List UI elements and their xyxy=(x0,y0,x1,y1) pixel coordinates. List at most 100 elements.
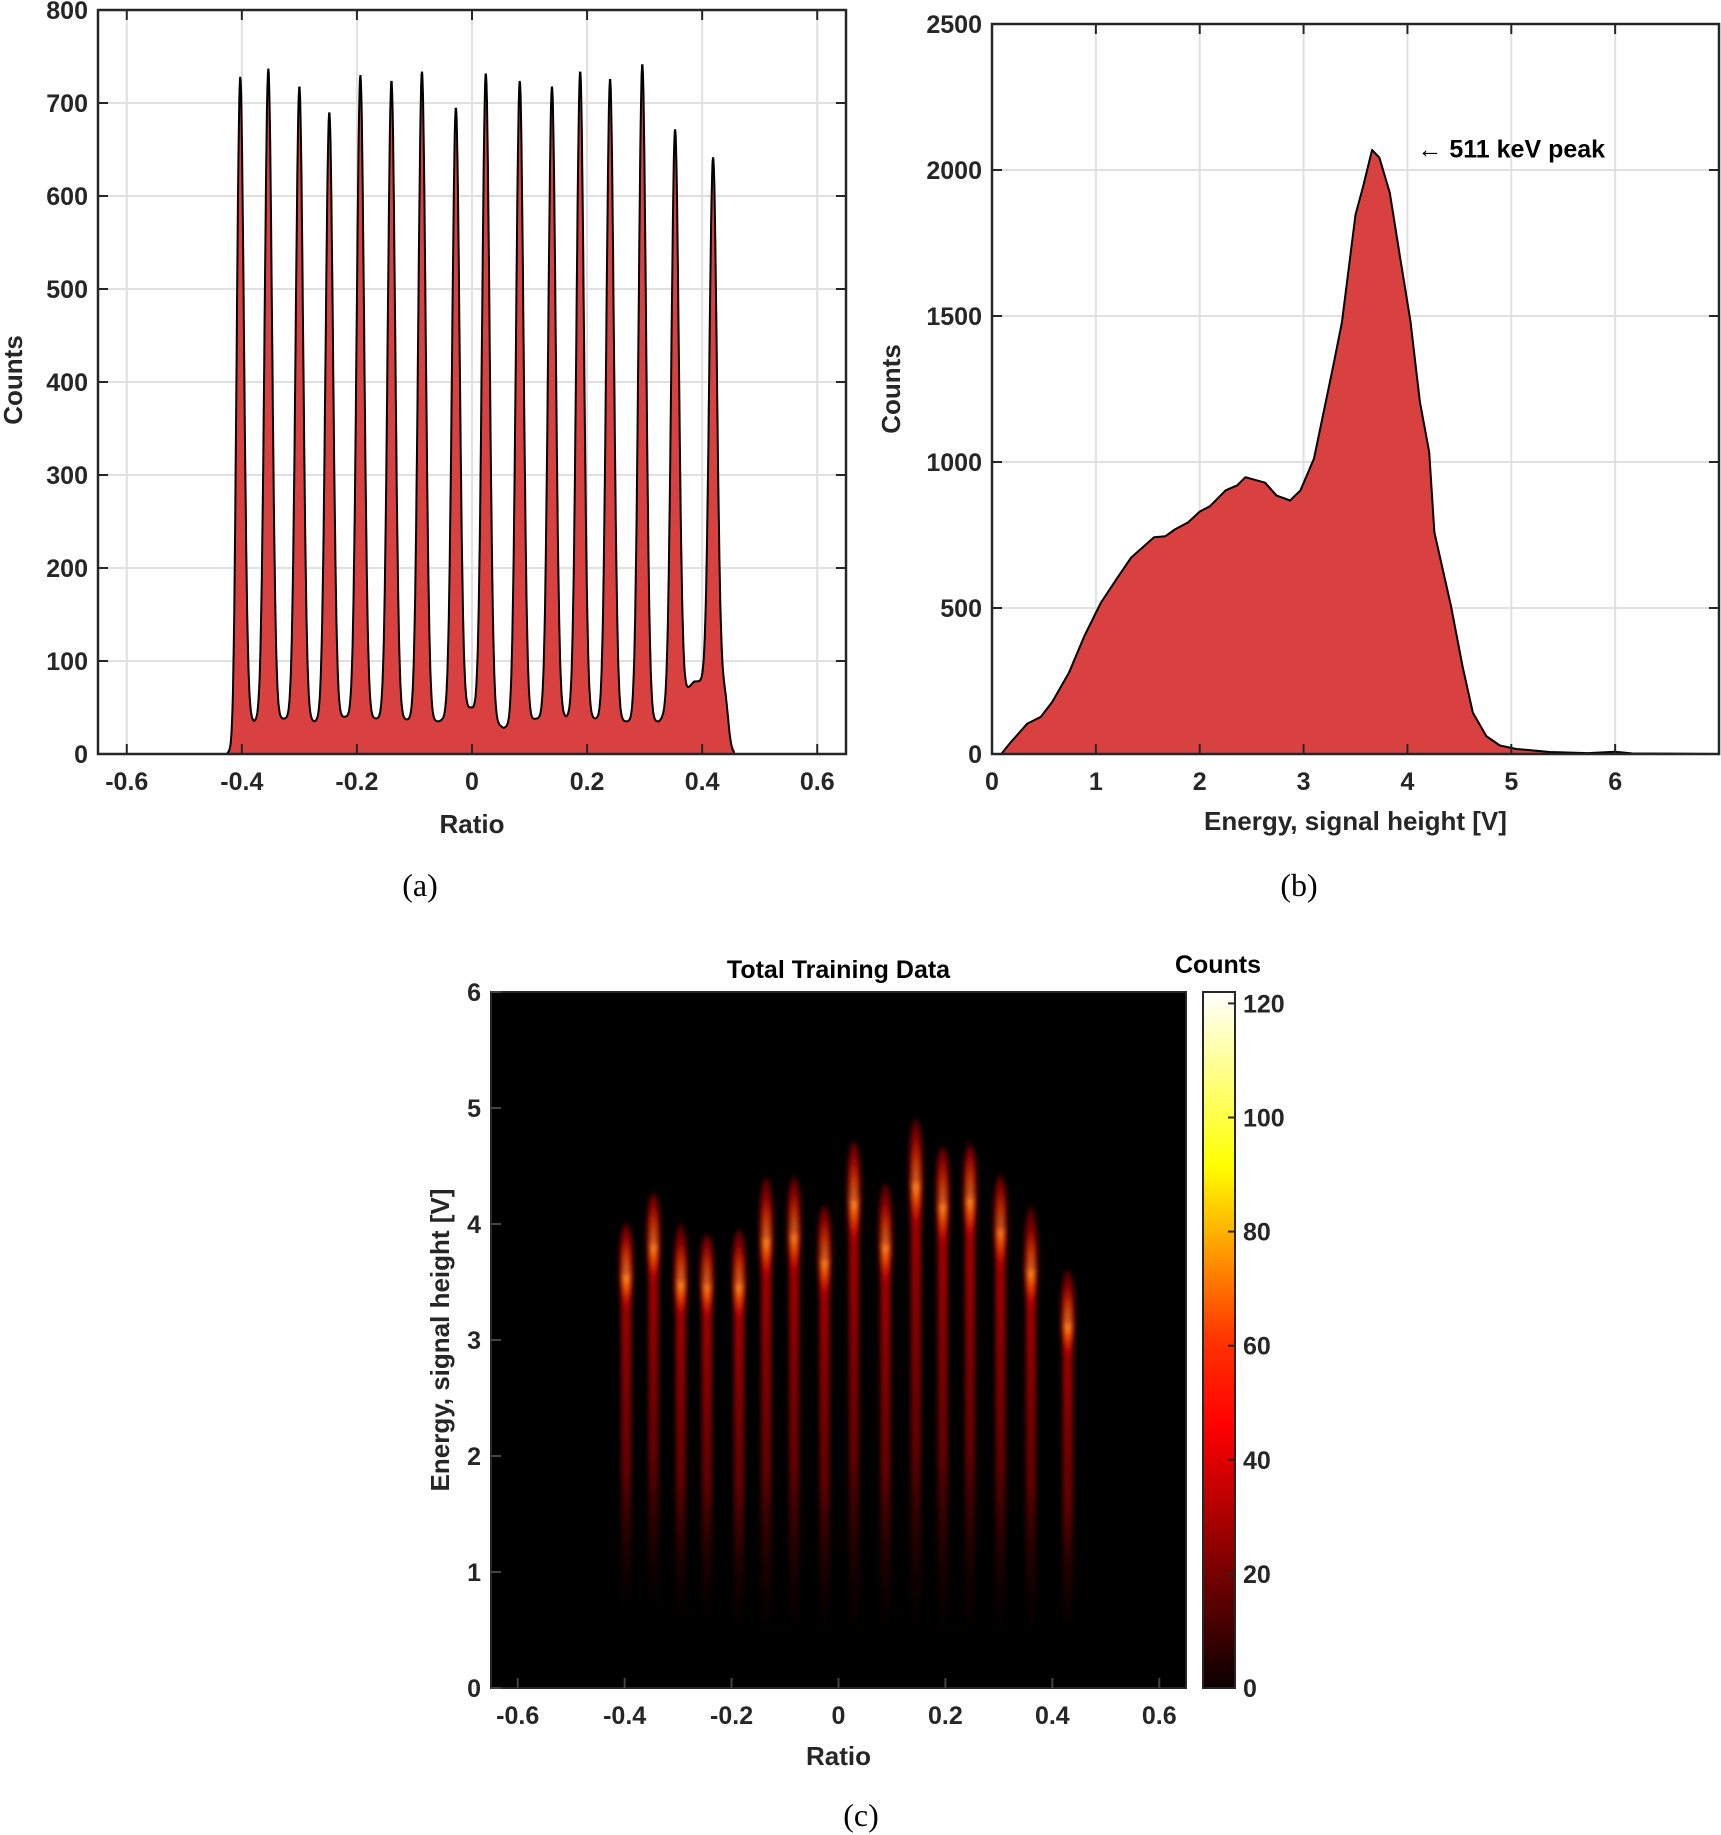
colorbar-gradient xyxy=(1202,991,1236,1689)
heatmap-streaks xyxy=(617,1115,1077,1630)
axes-box xyxy=(990,22,1721,756)
histogram-ratio-panel: -0.6 -0.4 -0.2 0 0.2 0.4 0.6 0 100 200 300 400 500 60… xyxy=(0,0,848,903)
y-tick-label: 800 xyxy=(46,0,88,25)
streak-tail xyxy=(819,1255,830,1630)
streak-top xyxy=(964,1148,977,1200)
caption-b: (b) xyxy=(1280,867,1317,903)
y-tick-label: 2000 xyxy=(926,157,982,185)
y-tick-label: 700 xyxy=(46,90,88,118)
heatmap-streak xyxy=(907,1115,926,1630)
x-tick-label: 5 xyxy=(1504,768,1518,796)
y-axis-label: Counts xyxy=(0,335,28,425)
streak-tail xyxy=(1062,1319,1073,1630)
x-axis-label: Ratio xyxy=(806,1741,871,1771)
heatmap-streak xyxy=(644,1185,663,1607)
caption-a: (a) xyxy=(402,867,438,903)
heatmap-title: Total Training Data xyxy=(727,956,951,984)
heatmap-streak xyxy=(845,1134,864,1630)
streak-tail xyxy=(621,1270,632,1607)
x-tick-label: 4 xyxy=(1400,768,1414,796)
streak-top xyxy=(818,1206,831,1262)
x-tick-label: 0.2 xyxy=(928,1702,963,1730)
x-axis-label: Ratio xyxy=(440,809,505,839)
y-tick-label: 2500 xyxy=(926,11,982,39)
y-axis-label: Counts xyxy=(876,344,906,434)
colorbar: 0 20 40 60 80 100 120 Counts xyxy=(1175,951,1285,1703)
x-tick-label: 0.4 xyxy=(685,768,720,796)
streak-tail xyxy=(789,1229,800,1630)
heatmap-streak xyxy=(697,1227,716,1619)
heatmap-streak xyxy=(876,1182,895,1630)
streak-tail xyxy=(911,1178,922,1630)
x-tick-label: 0.6 xyxy=(1142,1702,1177,1730)
x-tick-label: -0.4 xyxy=(603,1702,646,1730)
colorbar-tick-label: 60 xyxy=(1243,1333,1271,1361)
streak-top xyxy=(879,1183,892,1247)
x-tick-label: 0 xyxy=(985,768,999,796)
heatmap-streak xyxy=(1021,1206,1040,1630)
y-tick-label: 400 xyxy=(46,369,88,397)
colorbar-ticks: 0 20 40 60 80 100 120 xyxy=(1228,990,1285,1703)
x-tick-label: 0 xyxy=(465,768,479,796)
heatmap-streak xyxy=(933,1138,952,1630)
heatmap-streak xyxy=(671,1223,690,1619)
colorbar-tick-label: 20 xyxy=(1243,1561,1271,1589)
x-tick-label: 6 xyxy=(1608,768,1622,796)
y-tick-label: 4 xyxy=(467,1211,481,1239)
y-tick-label: 0 xyxy=(74,741,88,769)
axis-ticks: 0 1 2 3 4 5 6 0 500 1000 1500 2000 2500 xyxy=(926,11,1719,796)
y-axis-label: Energy, signal height [V] xyxy=(425,1189,455,1492)
streak-tail xyxy=(937,1199,948,1630)
streak-tail xyxy=(761,1234,772,1630)
y-tick-label: 6 xyxy=(467,979,481,1007)
streak-tail xyxy=(648,1240,659,1607)
y-tick-label: 300 xyxy=(46,462,88,490)
y-tick-label: 1 xyxy=(467,1559,481,1587)
colorbar-tick-label: 40 xyxy=(1243,1447,1271,1475)
x-tick-label: -0.2 xyxy=(335,768,378,796)
energy-histogram-area xyxy=(1000,148,1720,755)
x-tick-label: -0.4 xyxy=(220,768,263,796)
colorbar-tick-label: 80 xyxy=(1243,1219,1271,1247)
y-tick-label: 0 xyxy=(467,1675,481,1703)
colorbar-tick-label: 100 xyxy=(1243,1105,1285,1133)
streak-tail xyxy=(734,1279,745,1630)
heatmap-streak xyxy=(730,1226,749,1630)
grid-lines xyxy=(98,9,846,755)
heatmap-streak xyxy=(991,1166,1010,1630)
x-tick-label: 3 xyxy=(1297,768,1311,796)
streak-top xyxy=(848,1142,861,1203)
heatmap-streak xyxy=(617,1218,636,1607)
axis-ticks: -0.6 -0.4 -0.2 0 0.2 0.4 0.6 0 1 2 3 4 5 6 xyxy=(467,979,1177,1730)
streak-top xyxy=(700,1235,713,1286)
streak-tail xyxy=(995,1225,1006,1630)
heatmap-streak xyxy=(815,1199,834,1630)
streak-tail xyxy=(965,1193,976,1630)
heatmap-streak xyxy=(757,1176,776,1630)
x-tick-label: 2 xyxy=(1193,768,1207,796)
streak-top xyxy=(620,1223,633,1277)
y-tick-label: 500 xyxy=(46,276,88,304)
y-tick-label: 100 xyxy=(46,648,88,676)
streak-top xyxy=(788,1177,801,1236)
streak-top xyxy=(733,1229,746,1286)
heatmap-streak xyxy=(961,1133,980,1630)
heatmap-background xyxy=(491,992,1186,1688)
heatmap-streak xyxy=(1058,1269,1077,1630)
x-tick-label: -0.6 xyxy=(105,768,148,796)
y-tick-label: 3 xyxy=(467,1327,481,1355)
streak-tail xyxy=(675,1277,686,1619)
peak-annotation: ← 511 keV peak xyxy=(1417,136,1605,164)
caption-c: (c) xyxy=(843,1797,879,1833)
streak-tail xyxy=(701,1279,712,1619)
x-tick-label: 0.6 xyxy=(800,768,835,796)
x-axis-label: Energy, signal height [V] xyxy=(1204,806,1507,836)
heatmap-streak xyxy=(785,1171,804,1630)
x-tick-label: 0.4 xyxy=(1035,1702,1070,1730)
y-tick-label: 2 xyxy=(467,1443,481,1471)
streak-top xyxy=(910,1119,923,1185)
streak-top xyxy=(674,1223,687,1284)
x-tick-label: -0.6 xyxy=(496,1702,539,1730)
x-tick-label: 0.2 xyxy=(570,768,605,796)
